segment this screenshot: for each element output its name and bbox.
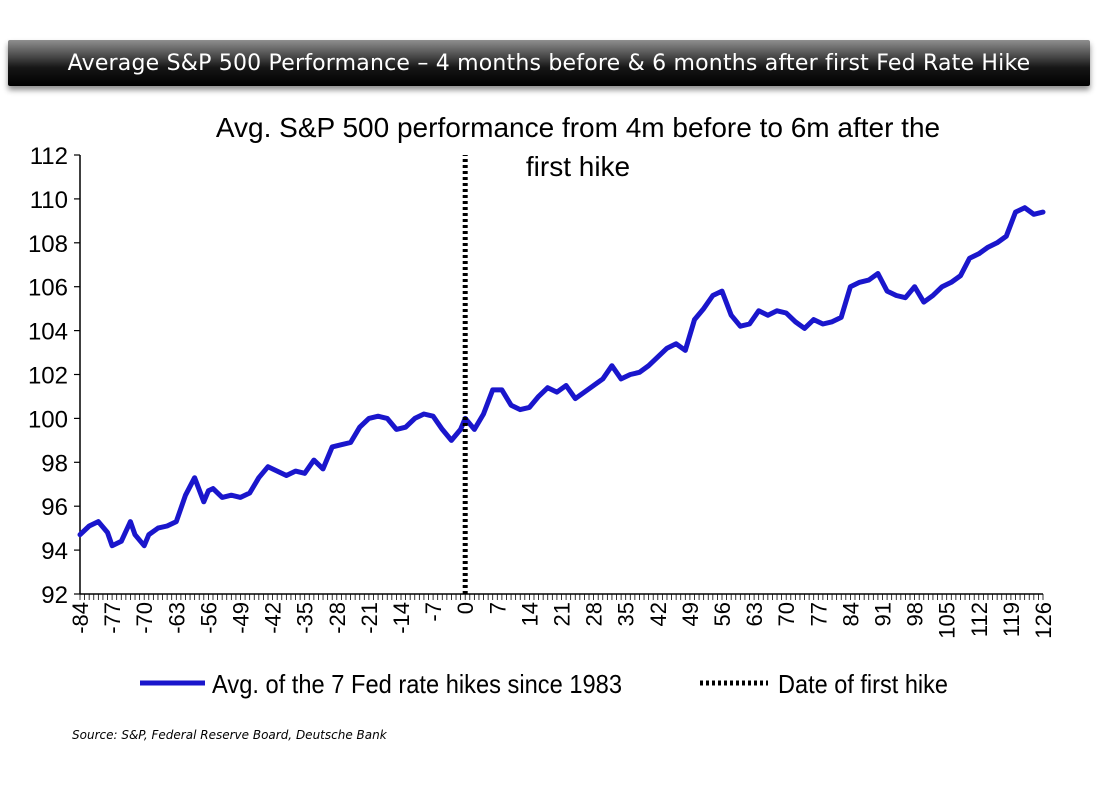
y-tick-label: 94 [41,538,68,565]
x-tick-label: 70 [774,602,799,626]
y-tick-label: 110 [30,187,68,214]
header-banner: Average S&P 500 Performance – 4 months b… [8,40,1090,86]
x-tick-label: 105 [935,602,960,639]
series-line-avg-hikes [77,205,1046,549]
y-tick-label: 104 [28,319,68,346]
y-tick-label: 106 [28,275,68,302]
x-tick-label: 28 [582,602,607,626]
x-tick-label: -35 [293,602,318,634]
x-tick-label: 21 [550,602,575,626]
x-minor-ticks [79,594,1044,600]
x-tick-label: 14 [517,602,542,626]
x-tick-label: -21 [357,602,382,634]
y-tick-label: 102 [28,363,68,390]
x-tick-label: 77 [806,602,831,626]
x-tick-label: 49 [678,602,703,626]
y-tick-label: 112 [30,143,68,170]
x-tick-label: -28 [325,602,350,634]
x-tick-label: -63 [164,602,189,634]
source-note: Source: S&P, Federal Reserve Board, Deut… [72,728,387,742]
x-tick-label: -7 [421,602,446,622]
x-tick-label: 112 [967,602,992,637]
x-tick-label: 63 [742,602,767,626]
series-layer [77,155,1046,594]
x-tick-label: 7 [485,602,510,614]
x-tick-label: 126 [1031,602,1056,639]
x-tick-label: -77 [100,602,125,634]
x-tick-label: -14 [389,602,414,634]
axes [74,154,1044,600]
y-tick-label: 92 [41,582,68,609]
x-tick-label: 42 [646,602,671,626]
x-tick-label: 84 [838,602,863,626]
x-tick-label: 119 [999,602,1024,637]
y-tick-label: 96 [41,494,68,521]
legend: Avg. of the 7 Fed rate hikes since 1983 D… [140,669,948,699]
x-tick-label: 91 [871,602,896,626]
x-tick-label: -56 [196,602,221,634]
legend-label-avg-hikes: Avg. of the 7 Fed rate hikes since 1983 [212,669,622,699]
x-tick-label: -84 [68,602,93,634]
banner-title: Average S&P 500 Performance – 4 months b… [67,50,1031,76]
chart-title-line-2: first hike [526,151,630,182]
x-tick-label: -70 [132,602,157,634]
x-tick-label: -49 [229,602,254,634]
x-tick-label: 0 [453,602,478,614]
chart-title-line-1: Avg. S&P 500 performance from 4m before … [216,112,940,143]
y-tick-label: 108 [28,231,68,258]
y-tick-label: 98 [41,450,68,477]
x-tick-label: 56 [710,602,735,626]
x-tick-label: 98 [903,602,928,626]
y-tick-label: 100 [28,406,68,433]
x-tick-label: 35 [614,602,639,626]
x-tick-label: -42 [261,602,286,634]
legend-label-first-hike: Date of first hike [778,669,948,699]
